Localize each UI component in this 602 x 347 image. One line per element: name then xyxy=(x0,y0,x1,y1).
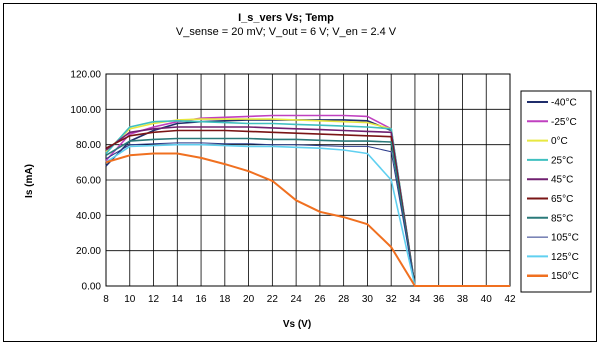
x-tick-label: 36 xyxy=(433,294,445,305)
legend-label-5: 45°C xyxy=(551,175,573,186)
x-tick-label: 38 xyxy=(457,294,469,305)
y-tick-label: 40.00 xyxy=(76,211,101,222)
chart-frame: I_s_vers Vs; Temp V_sense = 20 mV; V_out… xyxy=(3,3,597,342)
legend-label-2: -25°C xyxy=(551,117,577,128)
x-tick-label: 20 xyxy=(243,294,255,305)
y-tick-label: 80.00 xyxy=(76,140,101,151)
legend: -40°C -25°C 0°C 25°C 45°C 65°C 85°C 105°C 125°C 1… xyxy=(520,90,592,293)
x-tick-label: 34 xyxy=(409,294,421,305)
legend-label-4: 25°C xyxy=(551,155,573,166)
x-tick-label: 12 xyxy=(148,294,160,305)
y-tick-label: 60.00 xyxy=(76,176,101,187)
chart-subtitle: V_sense = 20 mV; V_out = 6 V; V_en = 2.4… xyxy=(176,26,397,38)
y-tick-label: 100.00 xyxy=(70,105,101,116)
x-tick-label: 40 xyxy=(481,294,493,305)
x-tick-label: 30 xyxy=(362,294,374,305)
series-line-10 xyxy=(105,152,510,287)
x-tick-label: 14 xyxy=(172,294,184,305)
x-tick-label: 24 xyxy=(291,294,303,305)
x-tick-label: 22 xyxy=(267,294,279,305)
x-tick-label: 8 xyxy=(103,294,109,305)
x-tick-label: 16 xyxy=(195,294,207,305)
y-tick-label: 0.00 xyxy=(82,282,102,293)
plot-border xyxy=(105,73,511,287)
chart-svg: I_s_vers Vs; Temp V_sense = 20 mV; V_out… xyxy=(24,12,592,330)
x-tick-label: 32 xyxy=(386,294,398,305)
legend-label-3: 0°C xyxy=(551,136,568,147)
legend-label-10: 150°C xyxy=(551,271,579,282)
x-tick-label: 26 xyxy=(314,294,326,305)
legend-label-9: 125°C xyxy=(551,252,579,263)
legend-label-7: 85°C xyxy=(551,213,573,224)
y-axis-label: Is (mA) xyxy=(24,164,35,198)
x-axis-label: Vs (V) xyxy=(283,319,311,330)
chart-title: I_s_vers Vs; Temp xyxy=(238,12,334,24)
legend-box xyxy=(520,90,592,293)
legend-label-1: -40°C xyxy=(551,98,577,109)
legend-label-6: 65°C xyxy=(551,194,573,205)
plot-area: 8 10 12 14 16 18 20 22 24 26 28 30 32 34 36 38 40 42 0.00 2… xyxy=(70,70,516,306)
x-tick-label: 18 xyxy=(219,294,231,305)
y-tick-label: 20.00 xyxy=(76,246,101,257)
legend-label-8: 105°C xyxy=(551,233,579,244)
y-tick-label: 120.00 xyxy=(70,70,101,81)
x-tick-label: 10 xyxy=(124,294,136,305)
x-tick-label: 42 xyxy=(504,294,516,305)
x-tick-label: 28 xyxy=(338,294,350,305)
